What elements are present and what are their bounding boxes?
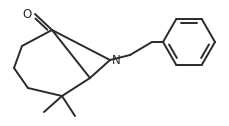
Text: O: O bbox=[22, 8, 32, 21]
Text: N: N bbox=[112, 54, 120, 67]
